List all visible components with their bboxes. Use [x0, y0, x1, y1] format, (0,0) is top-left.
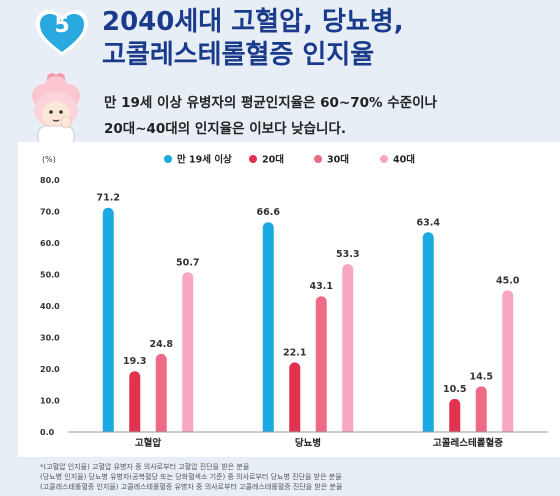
bars: 71.2 19.3 24.8 50.7 66.6 22.1 43.1 53.3 63.4 10.5… [97, 193, 520, 432]
y-tick-label: 10.0 [40, 397, 60, 406]
header: 5 2040세대 고혈압, 당뇨병, 고콜레스테롤혈증 인지율 만 19세 이상… [0, 0, 560, 148]
bar [289, 362, 301, 432]
bar [155, 353, 167, 432]
legend-marker [164, 155, 172, 163]
y-tick-label: 20.0 [40, 365, 60, 374]
bar-base [289, 426, 301, 432]
data-label: 53.3 [336, 249, 359, 260]
legend-label: 20대 [262, 154, 284, 166]
bar-base [502, 426, 514, 432]
footnote: (고콜레스테롤혈증 인지율) 고콜레스테롤혈증 유병자 중 의사로부터 고콜레스… [40, 483, 343, 491]
footnote: (당뇨병 인지율) 당뇨병 유병자(공복혈당 또는 당화혈색소 기준) 중 의사… [40, 473, 342, 481]
data-label: 19.3 [123, 356, 146, 367]
subtitle-line-1: 만 19세 이상 유병자의 평균인지율은 60~70% 수준이나 [104, 95, 437, 111]
bar [315, 296, 327, 432]
bar-base [315, 426, 327, 432]
bar-base [129, 426, 141, 432]
data-label: 22.1 [283, 347, 306, 358]
subtitle: 만 19세 이상 유병자의 평균인지율은 60~70% 수준이나 20대~40대… [104, 90, 437, 142]
legend-label: 40대 [393, 154, 415, 166]
heart-badge-icon [36, 10, 88, 56]
legend-marker [314, 155, 322, 163]
legend-marker [249, 155, 257, 163]
y-tick-label: 0.0 [40, 428, 55, 437]
chart-panel: (%) 만 19세 이상 20대 30대 40대 0.0 10.0 20.0 30.0 40.… [18, 142, 560, 457]
data-label: 14.5 [470, 371, 493, 382]
data-label: 43.1 [310, 281, 333, 292]
y-tick-label: 40.0 [40, 302, 60, 311]
title-line-1: 2040세대 고혈압, 당뇨병, [102, 7, 404, 37]
data-label: 24.8 [150, 339, 174, 350]
bar-base [155, 426, 167, 432]
page-title: 2040세대 고혈압, 당뇨병, 고콜레스테롤혈증 인지율 [102, 6, 404, 72]
bar-base [342, 426, 354, 432]
data-label: 50.7 [176, 257, 199, 268]
bar-base [102, 426, 114, 432]
subtitle-line-2: 20대~40대의 인지율은 이보다 낮습니다. [104, 121, 346, 137]
title-line-2: 고콜레스테롤혈증 인지율 [102, 40, 375, 70]
bar-base [262, 426, 274, 432]
bar-base [182, 426, 194, 432]
data-label: 63.4 [417, 217, 441, 228]
legend-label: 30대 [327, 154, 349, 166]
data-label: 71.2 [97, 193, 120, 204]
bar [129, 371, 141, 432]
bar [475, 386, 487, 432]
bar [262, 222, 274, 432]
x-axis: 고혈압 당뇨병 고콜레스테롤혈증 [68, 431, 548, 449]
data-label: 66.6 [257, 207, 281, 218]
data-label: 10.5 [443, 384, 466, 395]
y-tick-label: 80.0 [40, 176, 60, 185]
mascot-character-icon [32, 73, 80, 146]
chart-legend: 만 19세 이상 20대 30대 40대 [164, 154, 415, 166]
bar [102, 207, 114, 432]
y-tick-label: 60.0 [40, 239, 60, 248]
legend-marker [380, 155, 388, 163]
data-label: 45.0 [496, 275, 520, 286]
footnote: *(고혈압 인지율) 고혈압 유병자 중 의사로부터 고혈압 진단을 받은 분율 [40, 463, 250, 471]
x-tick-label: 당뇨병 [295, 437, 321, 449]
x-tick-label: 고혈압 [135, 437, 161, 449]
y-tick-label: 30.0 [40, 334, 60, 343]
section-number: 5 [54, 13, 70, 38]
bar [342, 264, 354, 432]
y-axis: 0.0 10.0 20.0 30.0 40.0 50.0 60.0 70.0 80.0 [40, 176, 60, 437]
y-tick-label: 70.0 [40, 208, 60, 217]
x-tick-label: 고콜레스테롤혈증 [433, 437, 503, 449]
bar [422, 232, 434, 432]
bar-base [475, 426, 487, 432]
bar-chart: (%) 만 19세 이상 20대 30대 40대 0.0 10.0 20.0 30.0 40.… [40, 154, 548, 449]
bar-base [449, 426, 461, 432]
bar [182, 272, 194, 432]
footnotes: *(고혈압 인지율) 고혈압 유병자 중 의사로부터 고혈압 진단을 받은 분율… [40, 462, 342, 492]
bar [502, 290, 514, 432]
y-axis-unit-label: (%) [42, 155, 56, 164]
y-tick-label: 50.0 [40, 271, 60, 280]
bar-base [422, 426, 434, 432]
bar [449, 398, 461, 432]
legend-label: 만 19세 이상 [177, 154, 232, 166]
